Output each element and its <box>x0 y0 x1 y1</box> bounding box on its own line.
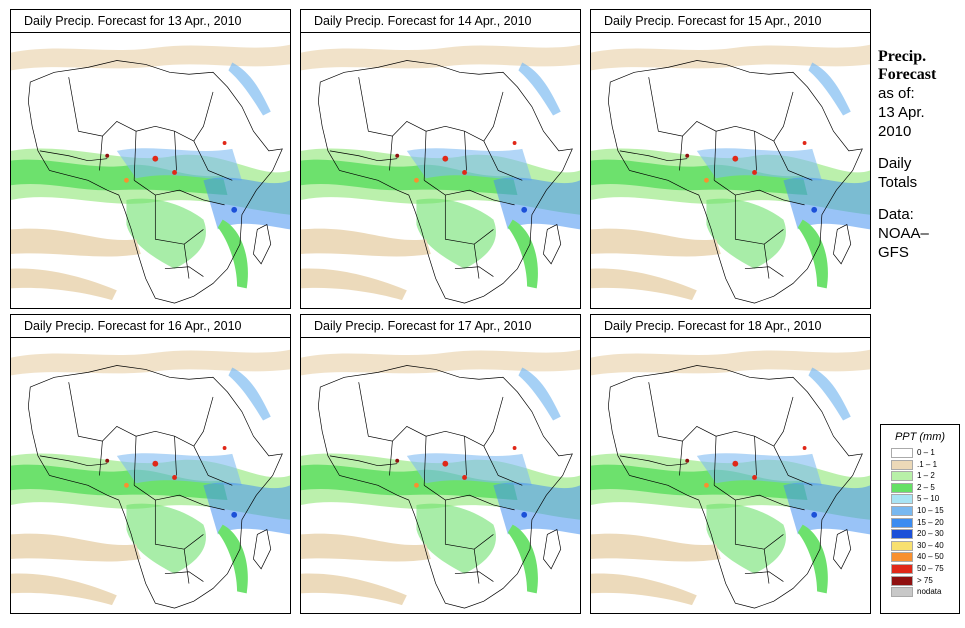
forecast-panel-4: Daily Precip. Forecast for 16 Apr., 2010 <box>10 314 291 614</box>
forecast-panel-2: Daily Precip. Forecast for 14 Apr., 2010 <box>300 9 581 309</box>
legend-item: 40 – 50 <box>891 551 959 563</box>
panel-title: Daily Precip. Forecast for 13 Apr., 2010 <box>11 10 290 33</box>
legend-swatch <box>891 448 913 458</box>
panel-title: Daily Precip. Forecast for 17 Apr., 2010 <box>301 315 580 338</box>
legend-label: 40 – 50 <box>917 552 944 562</box>
legend-swatch <box>891 575 913 586</box>
legend-label: nodata <box>917 587 942 597</box>
legend-item: 2 – 5 <box>891 482 959 494</box>
forecast-panel-5: Daily Precip. Forecast for 17 Apr., 2010 <box>300 314 581 614</box>
asof-year: 2010 <box>878 123 912 140</box>
legend-label: 1 – 2 <box>917 471 935 481</box>
precip-map <box>11 33 290 308</box>
legend-item: 20 – 30 <box>891 528 959 540</box>
legend-swatch <box>891 505 913 516</box>
side-info: Precip. Forecast as of: 13 Apr. 2010 Dai… <box>878 48 963 262</box>
source-name: NOAA– <box>878 225 929 242</box>
legend-swatch <box>891 459 913 470</box>
legend-swatch <box>891 540 913 551</box>
panel-title: Daily Precip. Forecast for 15 Apr., 2010 <box>591 10 870 33</box>
legend-label: 0 – 1 <box>917 448 935 457</box>
precip-map <box>301 33 580 308</box>
source-model: GFS <box>878 244 909 261</box>
legend-item: 30 – 40 <box>891 540 959 552</box>
legend-item: > 75 <box>891 575 959 587</box>
legend-label: 15 – 20 <box>917 517 944 527</box>
legend-swatch <box>891 529 913 540</box>
asof-label: as of: <box>878 85 915 102</box>
legend-swatch <box>891 517 913 528</box>
legend-item: 15 – 20 <box>891 517 959 529</box>
panel-title: Daily Precip. Forecast for 18 Apr., 2010 <box>591 315 870 338</box>
panel-title: Daily Precip. Forecast for 14 Apr., 2010 <box>301 10 580 33</box>
legend-label: 50 – 75 <box>917 563 944 573</box>
precip-map <box>11 338 290 613</box>
legend-item: .1 – 1 <box>891 459 959 471</box>
legend-swatch <box>891 494 913 505</box>
legend-item: 10 – 15 <box>891 505 959 517</box>
asof-date: 13 Apr. <box>878 104 925 121</box>
legend-label: 20 – 30 <box>917 529 944 539</box>
legend-label: .1 – 1 <box>917 459 938 469</box>
legend-swatch <box>891 552 913 563</box>
legend-item: 50 – 75 <box>891 563 959 575</box>
legend-item: nodata <box>891 586 959 598</box>
legend-item: 0 – 1 <box>891 447 959 459</box>
period-line2: Totals <box>878 174 918 191</box>
forecast-panel-3: Daily Precip. Forecast for 15 Apr., 2010 <box>590 9 871 309</box>
legend-item: 1 – 2 <box>891 470 959 482</box>
legend-swatch <box>891 563 913 574</box>
side-title-line2: Forecast <box>878 66 937 83</box>
legend-label: 10 – 15 <box>917 505 944 515</box>
source-label: Data: <box>878 206 914 223</box>
legend-swatch <box>891 587 913 598</box>
forecast-panel-1: Daily Precip. Forecast for 13 Apr., 2010 <box>10 9 291 309</box>
precip-map <box>591 33 870 308</box>
legend-swatch <box>891 482 913 493</box>
legend-label: 30 – 40 <box>917 540 944 550</box>
legend-label: > 75 <box>917 575 933 585</box>
legend-item: 5 – 10 <box>891 493 959 505</box>
precip-map <box>301 338 580 613</box>
forecast-panel-6: Daily Precip. Forecast for 18 Apr., 2010 <box>590 314 871 614</box>
legend-swatch <box>891 471 913 482</box>
panel-title: Daily Precip. Forecast for 16 Apr., 2010 <box>11 315 290 338</box>
legend-label: 2 – 5 <box>917 482 935 492</box>
precip-map <box>591 338 870 613</box>
period-line1: Daily <box>878 155 912 172</box>
legend-title: PPT (mm) <box>894 431 946 443</box>
side-title-line1: Precip. <box>878 48 927 65</box>
legend-label: 5 – 10 <box>917 494 940 504</box>
